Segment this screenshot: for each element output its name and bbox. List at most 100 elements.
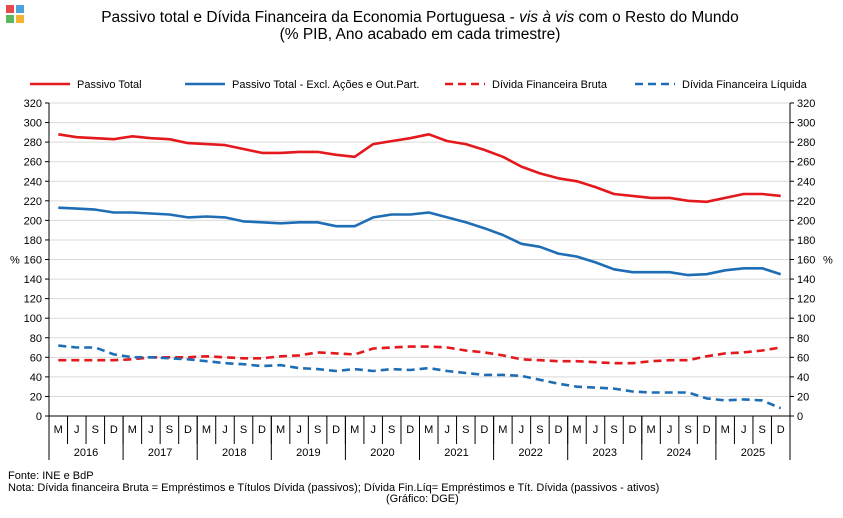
- x-tick-label: D: [406, 424, 414, 436]
- x-tick-label: M: [498, 424, 507, 436]
- legend-label-4: Dívida Financeira Líquida: [682, 79, 808, 91]
- y-tick-label-left: 240: [24, 176, 42, 188]
- x-tick-label: D: [554, 424, 562, 436]
- x-tick-label: S: [240, 424, 247, 436]
- x-tick-label: S: [610, 424, 617, 436]
- x-year-label: 2017: [148, 447, 172, 459]
- x-tick-label: M: [646, 424, 655, 436]
- x-tick-label: S: [684, 424, 691, 436]
- y-tick-label-left: 0: [36, 411, 42, 423]
- x-year-label: 2016: [74, 447, 98, 459]
- y-tick-label-left: 60: [30, 352, 42, 364]
- x-tick-label: D: [258, 424, 266, 436]
- legend-label-1: Passivo Total: [77, 79, 142, 91]
- legend-label-2: Passivo Total - Excl. Ações e Out.Part.: [232, 79, 420, 91]
- y-tick-label-left: 120: [24, 294, 42, 306]
- series-line-2: [58, 206, 782, 277]
- y-tick-label-right: 160: [797, 255, 815, 267]
- y-tick-label-right: 20: [797, 391, 809, 403]
- x-year-label: 2021: [444, 447, 468, 459]
- x-tick-label: D: [777, 424, 785, 436]
- y-tick-label-left: 20: [30, 391, 42, 403]
- y-tick-label-left: 200: [24, 215, 42, 227]
- x-tick-label: D: [480, 424, 488, 436]
- y-tick-label-right: 240: [797, 176, 815, 188]
- chart-title-italic: vis à vis: [519, 9, 575, 26]
- x-tick-label: S: [536, 424, 543, 436]
- x-tick-label: M: [572, 424, 581, 436]
- y-tick-label-right: 80: [797, 333, 809, 345]
- x-tick-label: M: [54, 424, 63, 436]
- y-tick-label-right: 60: [797, 352, 809, 364]
- x-tick-label: D: [703, 424, 711, 436]
- x-tick-label: M: [424, 424, 433, 436]
- legend-label-3: Dívida Financeira Bruta: [492, 79, 608, 91]
- x-tick-label: J: [370, 424, 376, 436]
- x-tick-label: S: [462, 424, 469, 436]
- x-tick-label: J: [741, 424, 747, 436]
- x-tick-label: D: [332, 424, 340, 436]
- chart-subtitle: (% PIB, Ano acabado em cada trimestre): [279, 26, 561, 43]
- x-tick-label: S: [314, 424, 321, 436]
- chart-title: Passivo total e Dívida Financeira da Eco…: [40, 9, 800, 43]
- y-tick-label-right: 300: [797, 118, 815, 130]
- y-tick-label-left: 180: [24, 235, 42, 247]
- x-tick-label: J: [519, 424, 525, 436]
- x-tick-label: S: [759, 424, 766, 436]
- x-tick-label: M: [721, 424, 730, 436]
- y-tick-label-left: 80: [30, 333, 42, 345]
- x-tick-label: M: [202, 424, 211, 436]
- chart-footer: Fonte: INE e BdP Nota: Dívida financeira…: [8, 470, 668, 506]
- source-note: Fonte: INE e BdP: [8, 470, 94, 482]
- x-tick-label: S: [166, 424, 173, 436]
- definition-note: Nota: Dívida financeira Bruta = Emprésti…: [8, 481, 660, 494]
- y-tick-label-right: 260: [797, 157, 815, 169]
- y-tick-label-left: 280: [24, 137, 42, 149]
- y-tick-label-left: 220: [24, 196, 42, 208]
- y-tick-label-right: 220: [797, 196, 815, 208]
- x-tick-label: J: [667, 424, 673, 436]
- chart-credit: (Gráfico: DGE): [386, 493, 459, 505]
- logo-icon: [6, 5, 24, 23]
- chart-title-part2: com o Resto do Mundo: [574, 9, 739, 26]
- x-year-label: 2019: [296, 447, 320, 459]
- x-tick-label: J: [445, 424, 451, 436]
- x-tick-label: D: [184, 424, 192, 436]
- x-tick-label: M: [276, 424, 285, 436]
- y-tick-label-right: 100: [797, 313, 815, 325]
- y-tick-label-right: 320: [797, 98, 815, 110]
- y-tick-label-right: 280: [797, 137, 815, 149]
- x-tick-label: S: [388, 424, 395, 436]
- y-tick-label-right: 140: [797, 274, 815, 286]
- series-line-1: [58, 133, 781, 204]
- y-tick-label-right: 180: [797, 235, 815, 247]
- x-year-label: 2022: [518, 447, 542, 459]
- y-tick-label-right: 200: [797, 215, 815, 227]
- y-axis-label-left: %: [10, 255, 20, 267]
- x-tick-label: J: [148, 424, 154, 436]
- x-tick-label: S: [92, 424, 99, 436]
- x-year-label: 2023: [593, 447, 617, 459]
- x-year-label: 2018: [222, 447, 246, 459]
- x-tick-label: J: [296, 424, 302, 436]
- x-tick-label: J: [74, 424, 80, 436]
- x-tick-label: M: [350, 424, 359, 436]
- y-tick-label-left: 320: [24, 98, 42, 110]
- y-tick-label-left: 260: [24, 157, 42, 169]
- y-tick-label-right: 120: [797, 294, 815, 306]
- y-axis-label-right: %: [823, 255, 833, 267]
- series-line-4: [58, 344, 782, 410]
- y-tick-label-left: 40: [30, 372, 42, 384]
- x-year-label: 2025: [741, 447, 765, 459]
- x-year-label: 2024: [667, 447, 691, 459]
- chart-title-part1: Passivo total e Dívida Financeira da Eco…: [101, 9, 520, 26]
- y-tick-label-right: 0: [797, 411, 803, 423]
- y-tick-label-right: 40: [797, 372, 809, 384]
- x-tick-label: D: [110, 424, 118, 436]
- x-year-label: 2020: [370, 447, 394, 459]
- y-tick-label-left: 160: [24, 255, 42, 267]
- x-tick-label: J: [593, 424, 599, 436]
- series-line-3: [58, 345, 781, 365]
- x-tick-label: M: [128, 424, 137, 436]
